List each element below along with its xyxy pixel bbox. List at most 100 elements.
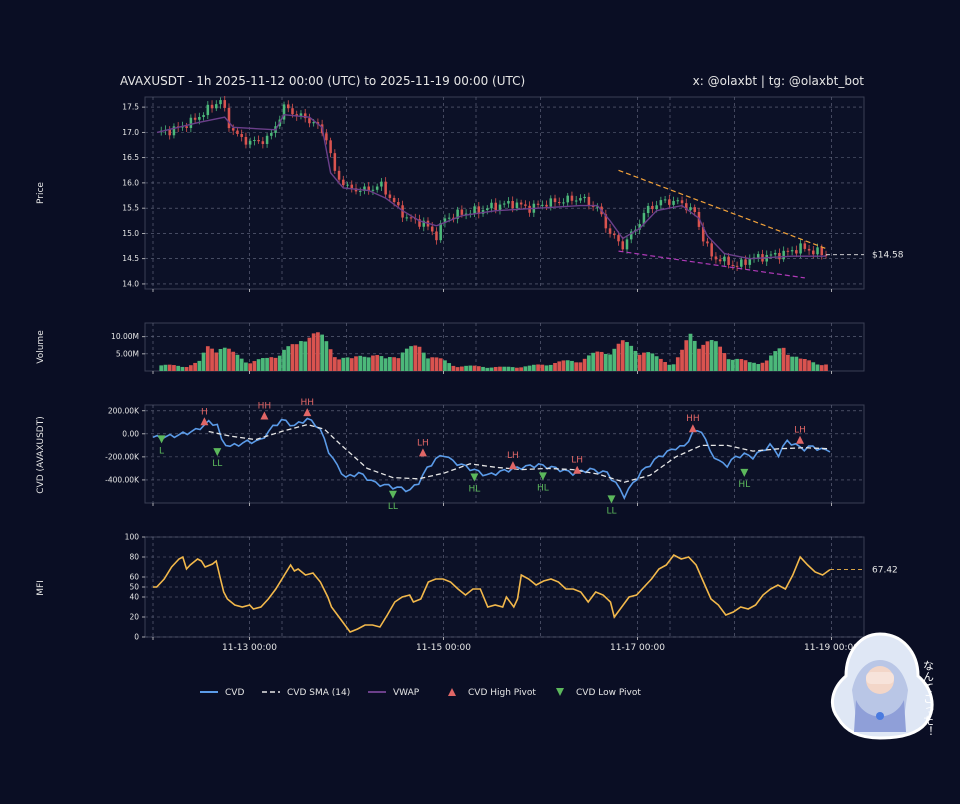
volume-bar bbox=[633, 350, 638, 371]
volume-bar bbox=[671, 364, 676, 371]
candle-body bbox=[270, 132, 273, 136]
volume-bar bbox=[625, 342, 629, 371]
cvd-y-tick-label: 200.00K bbox=[108, 406, 140, 415]
volume-bar bbox=[430, 357, 435, 371]
volume-bar bbox=[400, 352, 405, 371]
candle-body bbox=[731, 264, 735, 266]
candle-body bbox=[663, 199, 667, 201]
volume-bar bbox=[349, 358, 354, 371]
mfi-y-tick-label: 20 bbox=[129, 613, 139, 622]
volume-bar bbox=[616, 343, 621, 371]
candle-body bbox=[782, 250, 785, 260]
candle-body bbox=[524, 204, 527, 206]
cvd-low-pivot bbox=[388, 490, 397, 499]
legend-swatch bbox=[556, 688, 564, 696]
candle-body bbox=[701, 226, 705, 242]
volume-bar bbox=[244, 362, 248, 371]
cvd-high-pivot-label: LH bbox=[794, 426, 806, 436]
candle-body bbox=[422, 220, 426, 227]
volume-bar bbox=[786, 354, 790, 371]
volume-bar bbox=[807, 360, 811, 371]
cvd-low-pivot bbox=[213, 448, 222, 457]
candle-body bbox=[430, 226, 434, 232]
cvd-low-pivot-label: L bbox=[159, 446, 164, 456]
price-y-tick-label: 17.5 bbox=[122, 103, 139, 112]
candle-body bbox=[286, 104, 290, 109]
candle-body bbox=[342, 179, 345, 186]
volume-bar bbox=[764, 360, 769, 371]
candle-body bbox=[337, 170, 341, 180]
volume-bar bbox=[239, 358, 244, 371]
price-y-tick-label: 15.5 bbox=[122, 204, 139, 213]
candle-body bbox=[803, 243, 807, 249]
candle-body bbox=[748, 258, 752, 265]
volume-bar bbox=[438, 358, 443, 371]
candle-body bbox=[168, 129, 171, 136]
cvd-high-pivot-label: HH bbox=[300, 398, 314, 408]
cvd-low-pivot bbox=[740, 468, 749, 477]
sticker-image: なんてこった！ bbox=[830, 632, 935, 740]
candle-body bbox=[464, 213, 468, 215]
volume-bar bbox=[392, 357, 396, 371]
candle-body bbox=[244, 136, 248, 145]
volume-bar bbox=[371, 355, 375, 371]
candle-body bbox=[172, 126, 176, 136]
candle-body bbox=[621, 241, 625, 250]
candle-body bbox=[723, 256, 726, 262]
candle-body bbox=[689, 207, 692, 211]
candle-body bbox=[257, 140, 260, 142]
volume-bar bbox=[658, 358, 663, 371]
candle-body bbox=[807, 248, 811, 251]
volume-axis-title: Volume bbox=[36, 330, 46, 364]
candle-body bbox=[265, 135, 269, 144]
volume-bar bbox=[476, 366, 481, 371]
candle-body bbox=[511, 200, 514, 209]
candle-body bbox=[756, 254, 760, 258]
candle-body bbox=[769, 254, 773, 256]
volume-bar bbox=[629, 345, 634, 371]
volume-bar bbox=[248, 363, 253, 371]
cvd-low-pivot-label: LL bbox=[606, 506, 616, 516]
volume-bar bbox=[777, 348, 782, 371]
candle-body bbox=[744, 259, 747, 265]
cvd-y-tick-label: 0.00 bbox=[122, 429, 139, 438]
candle-body bbox=[676, 200, 680, 202]
volume-bar bbox=[591, 352, 595, 371]
volume-bar bbox=[337, 359, 341, 371]
volume-bar bbox=[493, 366, 498, 371]
candle-body bbox=[223, 100, 227, 108]
candle-body bbox=[358, 190, 362, 192]
cvd-y-tick-label: -200.00K bbox=[105, 452, 140, 461]
candle-body bbox=[367, 186, 370, 191]
candle-body bbox=[325, 133, 328, 141]
candle-body bbox=[659, 200, 663, 206]
volume-bar bbox=[684, 340, 689, 371]
cvd-low-pivot bbox=[607, 495, 616, 504]
volume-y-tick-label: 10.00M bbox=[111, 332, 139, 341]
candle-body bbox=[494, 202, 498, 211]
cvd-high-pivot bbox=[200, 417, 209, 426]
candle-body bbox=[206, 104, 210, 116]
volume-bar bbox=[172, 365, 176, 371]
volume-bar bbox=[603, 353, 608, 371]
volume-bar bbox=[726, 359, 731, 371]
candle-body bbox=[248, 140, 252, 145]
candle-body bbox=[646, 205, 650, 214]
volume-bar bbox=[277, 355, 282, 371]
volume-bar bbox=[159, 365, 164, 371]
candle-body bbox=[409, 217, 413, 219]
volume-bar bbox=[358, 355, 363, 371]
candle-body bbox=[685, 203, 688, 211]
volume-bar bbox=[824, 364, 828, 371]
chart-legend: CVD CVD SMA (14) VWAP CVD High Pivot CVD Low… bbox=[200, 688, 641, 698]
volume-bar bbox=[697, 348, 701, 371]
candle-body bbox=[490, 202, 493, 209]
candle-body bbox=[727, 256, 730, 265]
candle-body bbox=[812, 250, 815, 255]
cvd-high-pivot bbox=[508, 461, 517, 470]
volume-bar bbox=[705, 341, 710, 371]
candle-body bbox=[189, 117, 193, 128]
volume-bar bbox=[201, 352, 206, 371]
